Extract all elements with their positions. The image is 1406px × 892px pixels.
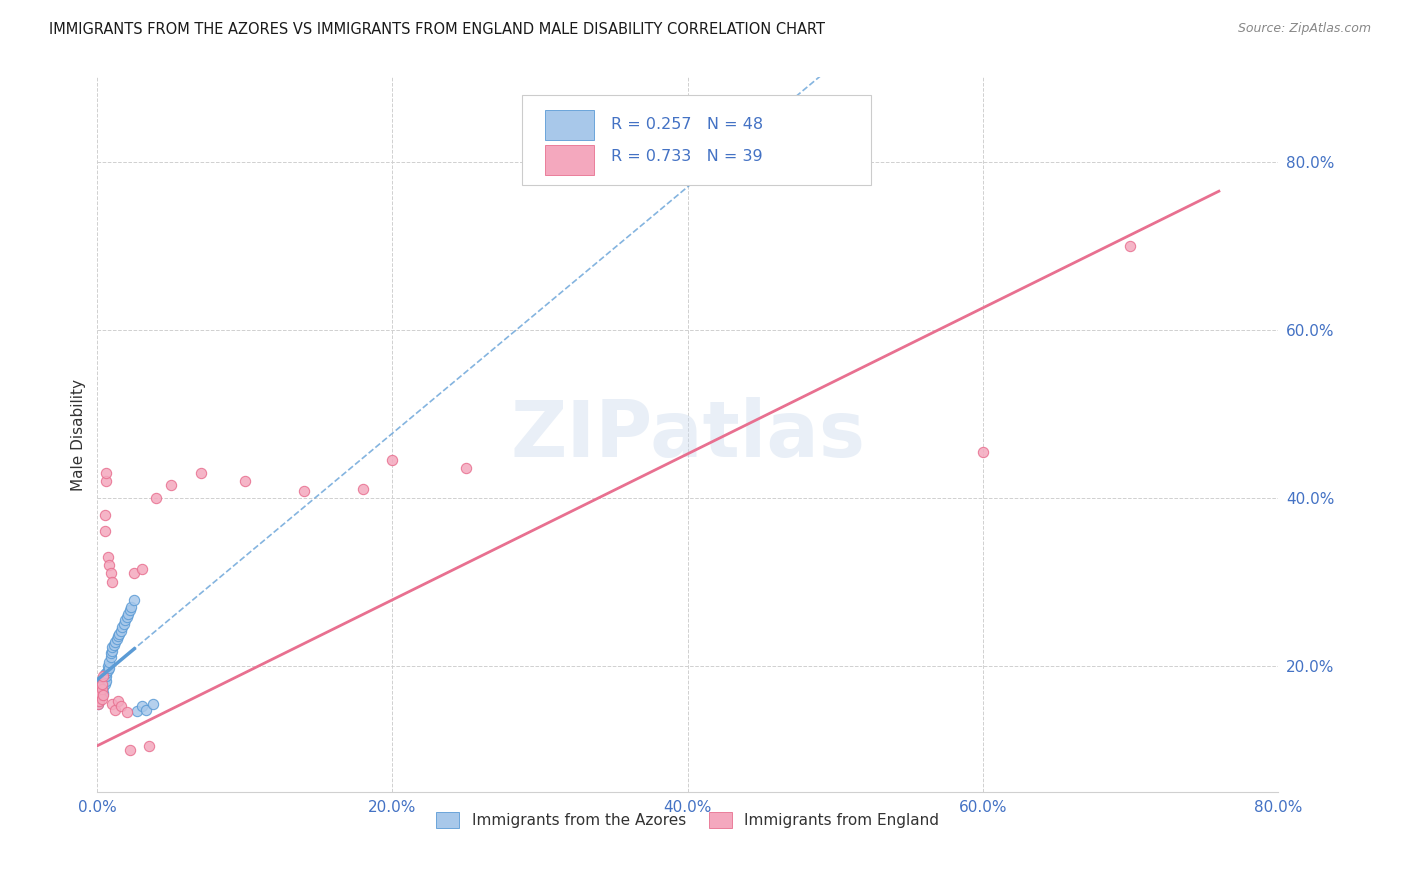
Point <box>118 743 141 757</box>
Point <box>122 566 145 581</box>
Point <box>101 574 124 589</box>
Point <box>110 699 132 714</box>
Text: R = 0.733   N = 39: R = 0.733 N = 39 <box>610 149 762 164</box>
Point <box>122 593 145 607</box>
Point <box>115 610 138 624</box>
Point <box>93 672 115 686</box>
Point <box>89 680 111 694</box>
Point <box>160 478 183 492</box>
Point <box>233 474 256 488</box>
Point <box>90 692 112 706</box>
Point <box>89 686 111 700</box>
Point <box>120 600 142 615</box>
Point <box>89 688 111 702</box>
Point <box>138 739 160 753</box>
FancyBboxPatch shape <box>544 145 595 175</box>
Point <box>101 644 124 658</box>
Point <box>381 453 404 467</box>
Point <box>90 682 112 697</box>
Point <box>1119 238 1142 252</box>
Point <box>145 491 167 505</box>
Point <box>972 444 994 458</box>
Point <box>96 466 118 480</box>
Point <box>89 684 111 698</box>
Point <box>104 702 127 716</box>
Point <box>91 686 114 700</box>
Point <box>101 697 124 711</box>
Point <box>352 483 374 497</box>
Point <box>87 684 110 698</box>
Point <box>91 669 114 683</box>
Point <box>90 677 112 691</box>
Point <box>117 607 139 621</box>
Point <box>87 688 110 702</box>
Point <box>101 640 124 655</box>
Point <box>115 705 138 719</box>
Point <box>118 603 141 617</box>
Point <box>96 665 118 680</box>
Point <box>456 461 478 475</box>
Point <box>90 677 112 691</box>
Point <box>98 660 121 674</box>
Point <box>131 562 153 576</box>
Text: IMMIGRANTS FROM THE AZORES VS IMMIGRANTS FROM ENGLAND MALE DISABILITY CORRELATIO: IMMIGRANTS FROM THE AZORES VS IMMIGRANTS… <box>49 22 825 37</box>
Point <box>93 508 115 522</box>
Text: ZIPatlas: ZIPatlas <box>510 397 865 473</box>
Point <box>103 638 125 652</box>
Text: Source: ZipAtlas.com: Source: ZipAtlas.com <box>1237 22 1371 36</box>
FancyBboxPatch shape <box>523 95 870 185</box>
Y-axis label: Male Disability: Male Disability <box>72 379 86 491</box>
Point <box>98 558 121 572</box>
Point <box>87 697 110 711</box>
FancyBboxPatch shape <box>544 110 595 140</box>
Point <box>127 704 149 718</box>
Point <box>142 697 165 711</box>
Point <box>114 614 136 628</box>
Point <box>87 697 110 711</box>
Point <box>93 677 115 691</box>
Point <box>100 650 122 665</box>
Point <box>91 688 114 702</box>
Text: R = 0.257   N = 48: R = 0.257 N = 48 <box>610 117 763 132</box>
Point <box>111 620 134 634</box>
Point <box>104 635 127 649</box>
Point <box>105 632 128 646</box>
Point <box>292 483 315 498</box>
Point <box>87 694 110 708</box>
Point <box>90 684 112 698</box>
Point <box>87 690 110 705</box>
Point <box>87 694 110 708</box>
Point <box>190 466 212 480</box>
Point <box>96 474 118 488</box>
Point <box>100 646 122 660</box>
Point <box>112 616 135 631</box>
Point <box>91 680 114 694</box>
Point <box>96 673 118 688</box>
Point <box>87 692 110 706</box>
Point <box>107 630 129 644</box>
Point <box>96 669 118 683</box>
Legend: Immigrants from the Azores, Immigrants from England: Immigrants from the Azores, Immigrants f… <box>430 806 945 834</box>
Point <box>90 673 112 688</box>
Point <box>93 524 115 539</box>
Point <box>90 680 112 694</box>
Point <box>108 627 131 641</box>
Point <box>135 702 157 716</box>
Point <box>131 699 153 714</box>
Point <box>97 549 120 564</box>
Point <box>100 566 122 581</box>
Point <box>89 682 111 697</box>
Point <box>110 624 132 638</box>
Point <box>89 690 111 704</box>
Point <box>107 694 129 708</box>
Point <box>98 655 121 669</box>
Point <box>91 675 114 690</box>
Point <box>97 658 120 673</box>
Point <box>89 686 111 700</box>
Point <box>93 667 115 681</box>
Point <box>90 688 112 702</box>
Point <box>97 663 120 677</box>
